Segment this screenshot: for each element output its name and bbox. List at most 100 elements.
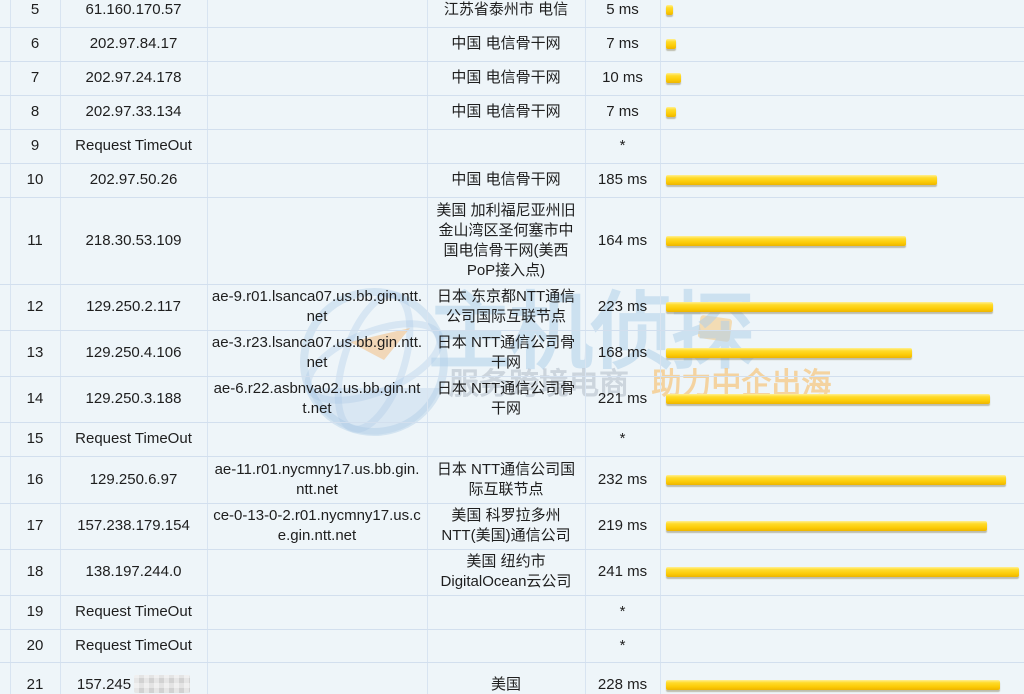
spacer-cell [0, 27, 11, 62]
latency-cell: 168 ms [585, 330, 661, 377]
hop-cell: 6 [10, 27, 61, 62]
ip-cell: 129.250.2.117 [60, 284, 208, 331]
spacer-cell [0, 197, 11, 285]
spacer-cell [0, 595, 11, 630]
location-cell: 美国 [427, 662, 586, 694]
table-row: 11 218.30.53.109 美国 加利福尼亚州旧金山湾区圣何塞市中国电信骨干网… [0, 197, 1024, 285]
hostname-cell [207, 129, 428, 164]
hostname-cell [207, 629, 428, 663]
table-row: 10 202.97.50.26 中国 电信骨干网 185 ms [0, 163, 1024, 198]
location-cell: 中国 电信骨干网 [427, 95, 586, 130]
hostname-cell [207, 163, 428, 198]
ip-cell: 202.97.50.26 [60, 163, 208, 198]
ip-cell: Request TimeOut [60, 422, 208, 457]
table-row: 7 202.97.24.178 中国 电信骨干网 10 ms [0, 61, 1024, 96]
latency-bar [665, 73, 681, 83]
latency-bar [665, 348, 912, 358]
latency-cell: 7 ms [585, 27, 661, 62]
hostname-cell: ae-11.r01.nycmny17.us.bb.gin.ntt.net [207, 456, 428, 504]
location-cell: 美国 科罗拉多州NTT(美国)通信公司 [427, 503, 586, 550]
ip-cell: 157.245 [60, 662, 208, 694]
ip-cell: 202.97.84.17 [60, 27, 208, 62]
hostname-cell [207, 61, 428, 96]
table-row: 12 129.250.2.117 ae-9.r01.lsanca07.us.bb.g… [0, 284, 1024, 331]
latency-cell: 219 ms [585, 503, 661, 550]
latency-cell: 185 ms [585, 163, 661, 198]
latency-bar-cell [660, 197, 1024, 285]
latency-cell: 221 ms [585, 376, 661, 423]
latency-cell: * [585, 629, 661, 663]
latency-cell: 164 ms [585, 197, 661, 285]
spacer-cell [0, 503, 11, 550]
location-cell [427, 595, 586, 630]
hop-cell: 9 [10, 129, 61, 164]
hop-cell: 7 [10, 61, 61, 96]
latency-bar [665, 302, 993, 312]
table-row: 15 Request TimeOut * [0, 422, 1024, 457]
spacer-cell [0, 629, 11, 663]
hop-cell: 12 [10, 284, 61, 331]
spacer-cell [0, 129, 11, 164]
hop-cell: 15 [10, 422, 61, 457]
table-row: 20 Request TimeOut * [0, 629, 1024, 663]
spacer-cell [0, 61, 11, 96]
table-row: 19 Request TimeOut * [0, 595, 1024, 630]
hostname-cell [207, 549, 428, 596]
censored-ip-blur [134, 675, 191, 693]
hostname-cell: ce-0-13-0-2.r01.nycmny17.us.ce.gin.ntt.n… [207, 503, 428, 550]
table-row: 21 157.245 美国 228 ms [0, 662, 1024, 694]
location-cell: 中国 电信骨干网 [427, 61, 586, 96]
latency-bar-cell [660, 456, 1024, 504]
ip-cell: 138.197.244.0 [60, 549, 208, 596]
latency-cell: 241 ms [585, 549, 661, 596]
table-row: 18 138.197.244.0 美国 纽约市DigitalOcean云公司 241 … [0, 549, 1024, 596]
latency-bar-cell [660, 0, 1024, 28]
hop-cell: 19 [10, 595, 61, 630]
hostname-cell: ae-9.r01.lsanca07.us.bb.gin.ntt.net [207, 284, 428, 331]
ip-cell: 157.238.179.154 [60, 503, 208, 550]
latency-cell: 232 ms [585, 456, 661, 504]
hostname-cell [207, 27, 428, 62]
ip-cell: Request TimeOut [60, 595, 208, 630]
location-cell: 美国 纽约市DigitalOcean云公司 [427, 549, 586, 596]
latency-bar [665, 107, 676, 117]
hostname-cell [207, 95, 428, 130]
location-cell: 江苏省泰州市 电信 [427, 0, 586, 28]
latency-bar-cell [660, 61, 1024, 96]
table-row: 9 Request TimeOut * [0, 129, 1024, 164]
latency-bar [665, 680, 1000, 690]
spacer-cell [0, 284, 11, 331]
spacer-cell [0, 376, 11, 423]
hop-cell: 11 [10, 197, 61, 285]
hostname-cell: ae-6.r22.asbnva02.us.bb.gin.ntt.net [207, 376, 428, 423]
latency-bar-cell [660, 95, 1024, 130]
location-cell: 日本 NTT通信公司国际互联节点 [427, 456, 586, 504]
latency-bar-cell [660, 330, 1024, 377]
latency-cell: * [585, 595, 661, 630]
latency-cell: * [585, 129, 661, 164]
table-row: 6 202.97.84.17 中国 电信骨干网 7 ms [0, 27, 1024, 62]
hostname-cell [207, 197, 428, 285]
spacer-cell [0, 163, 11, 198]
table-row: 16 129.250.6.97 ae-11.r01.nycmny17.us.bb.g… [0, 456, 1024, 504]
table-row: 13 129.250.4.106 ae-3.r23.lsanca07.us.bb.g… [0, 330, 1024, 377]
latency-bar-cell [660, 129, 1024, 164]
ip-cell: 202.97.24.178 [60, 61, 208, 96]
hostname-cell [207, 595, 428, 630]
hop-cell: 16 [10, 456, 61, 504]
ip-cell: Request TimeOut [60, 129, 208, 164]
location-cell: 中国 电信骨干网 [427, 27, 586, 62]
ip-cell: 61.160.170.57 [60, 0, 208, 28]
ip-cell: Request TimeOut [60, 629, 208, 663]
hop-cell: 8 [10, 95, 61, 130]
latency-bar-cell [660, 376, 1024, 423]
latency-cell: 223 ms [585, 284, 661, 331]
table-row: 8 202.97.33.134 中国 电信骨干网 7 ms [0, 95, 1024, 130]
latency-bar-cell [660, 595, 1024, 630]
spacer-cell [0, 456, 11, 504]
hostname-cell [207, 422, 428, 457]
ip-cell: 129.250.3.188 [60, 376, 208, 423]
ip-cell: 129.250.4.106 [60, 330, 208, 377]
